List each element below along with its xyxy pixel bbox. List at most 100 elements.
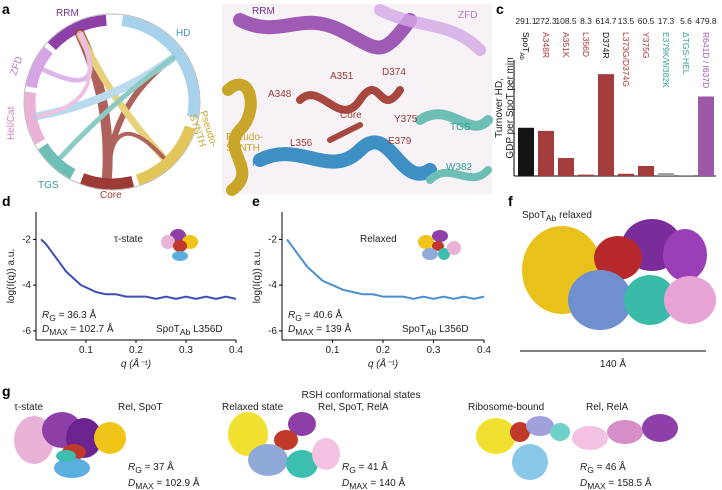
domain-label: Pseudo-SYNTH — [187, 110, 219, 152]
category-label: Y375G — [641, 32, 651, 58]
y-tick-label: -4 — [22, 280, 31, 291]
arc-hd — [24, 14, 200, 190]
category-label: ΔTGS-HEL — [681, 32, 691, 75]
annotation-subscript: MAX — [135, 481, 154, 490]
bar — [558, 158, 574, 176]
annotation-subscript: MAX — [49, 327, 68, 337]
y-tick-label: -2 — [22, 234, 31, 245]
x-tick-label: 0.4 — [477, 345, 491, 356]
annotation-part: = 40.6 Å — [302, 308, 343, 321]
value-label: 272.3 — [535, 16, 557, 26]
annotation: DMAX = 158.5 Å — [580, 476, 652, 490]
category-name: D374R — [601, 32, 611, 58]
title-subscript: Ab — [546, 213, 557, 223]
category-label: A348R — [541, 32, 551, 58]
annotation-part: = 158.5 Å — [606, 476, 652, 489]
arc-helcat — [24, 14, 200, 190]
y-axis-label: log(I(q)) a.u. — [252, 249, 263, 303]
annotation: RG = 37 Å — [128, 460, 174, 475]
annotation-subscript: G — [349, 465, 356, 475]
data-line — [286, 238, 485, 300]
y-axis-label-line: GDP per SpoT per min — [505, 57, 516, 158]
chord — [58, 55, 176, 160]
label-line: Pseudo- — [226, 132, 263, 143]
bar — [518, 127, 534, 176]
state-organisms: Rel, SpoT — [118, 402, 162, 413]
category-name: SpoT — [521, 32, 531, 52]
annotation-subscript: MAX — [349, 481, 368, 490]
structure-label: RRM — [252, 6, 275, 17]
surface-view: SpoTAb relaxed 140 Å — [520, 210, 716, 370]
state-name: Relaxed state — [222, 402, 284, 413]
x-axis-label: q (Å⁻¹) — [368, 357, 398, 370]
category-label: D374R — [601, 32, 611, 58]
structure-label: Core — [340, 110, 362, 121]
annotation-part: R — [288, 310, 295, 321]
panel-letter: g — [2, 383, 11, 399]
structure-label: HD — [252, 158, 266, 169]
x-tick-label: 0.1 — [326, 345, 340, 356]
y-axis-label-line: Turnover HD, — [494, 78, 505, 138]
data-line — [40, 238, 237, 300]
conformational-states: RSH conformational states — [14, 390, 678, 480]
x-tick-label: 0.3 — [179, 345, 193, 356]
value-label: 60.5 — [638, 16, 655, 26]
state-organisms: Rel, SpoT, RelA — [318, 402, 389, 413]
annotation: DMAX = 140 Å — [342, 476, 406, 490]
annotation-part: D — [580, 478, 587, 489]
annotation-subscript: Ab — [180, 327, 191, 337]
inset-cartoon — [161, 229, 461, 261]
structure-label: TGS — [450, 122, 471, 133]
structure-label: A351 — [330, 71, 354, 82]
outer-ring — [23, 13, 201, 191]
value-label: 5.6 — [680, 16, 692, 26]
annotation-part: R — [580, 462, 587, 473]
state-organisms: Rel, RelA — [586, 402, 629, 413]
annotation-part: L356D — [436, 324, 468, 335]
category-name: Y375G — [641, 32, 651, 58]
domain-label: ZFD — [8, 55, 25, 77]
annotation: DMAX = 102.9 Å — [128, 476, 200, 490]
value-label: 291.1 — [515, 16, 537, 26]
domain-label: TGS — [38, 180, 59, 191]
value-label: 13.5 — [618, 16, 635, 26]
annotation: RG = 41 Å — [342, 460, 388, 475]
value-label: 108.5 — [555, 16, 577, 26]
annotation-subscript: MAX — [587, 481, 606, 490]
bar — [598, 74, 614, 176]
annotation-part: = 140 Å — [368, 476, 406, 489]
annotation-part: R — [42, 310, 49, 321]
annotation-part: SpoT — [156, 324, 180, 335]
annotation-subscript: G — [49, 313, 56, 323]
x-tick-label: 0.4 — [229, 345, 243, 356]
state-label: Relaxed — [360, 234, 397, 245]
annotation-subscript: G — [587, 465, 594, 475]
y-axis-label: Turnover HD,GDP per SpoT per min — [494, 57, 516, 158]
annotation-subscript: MAX — [295, 327, 314, 337]
annotation-part: R — [128, 462, 135, 473]
bar — [618, 173, 634, 176]
value-label: 479.8 — [695, 16, 717, 26]
chord-diagram: RRM HD ZFD Hel/Cat TGS Core Pseudo-SYNTH — [6, 8, 219, 201]
annotation-part: D — [42, 324, 49, 335]
category-label: E379K/W382K — [661, 32, 671, 88]
title-part: relaxed — [556, 210, 592, 221]
annotation-part: = 102.7 Å — [68, 322, 114, 335]
structure-label: D374 — [382, 67, 406, 78]
structure-label: Y375 — [394, 114, 418, 125]
category-name: A348R — [541, 32, 551, 58]
arc-core — [24, 14, 200, 190]
domain-label: RRM — [56, 8, 79, 19]
panel-letter: f — [508, 193, 513, 209]
chord — [105, 131, 165, 179]
category-name: A351K — [561, 32, 571, 58]
x-tick-label: 0.2 — [376, 345, 390, 356]
annotation-part: L356D — [190, 324, 222, 335]
bar — [678, 175, 694, 176]
chord — [36, 32, 92, 118]
structure-view: RRM ZFD A348 A351 D374 Pseudo-SYNTH Core… — [222, 4, 493, 196]
annotation: RG = 36.3 Å — [42, 308, 96, 323]
structure-label: L356 — [290, 138, 313, 149]
annotation-part: = 102.9 Å — [154, 476, 200, 489]
